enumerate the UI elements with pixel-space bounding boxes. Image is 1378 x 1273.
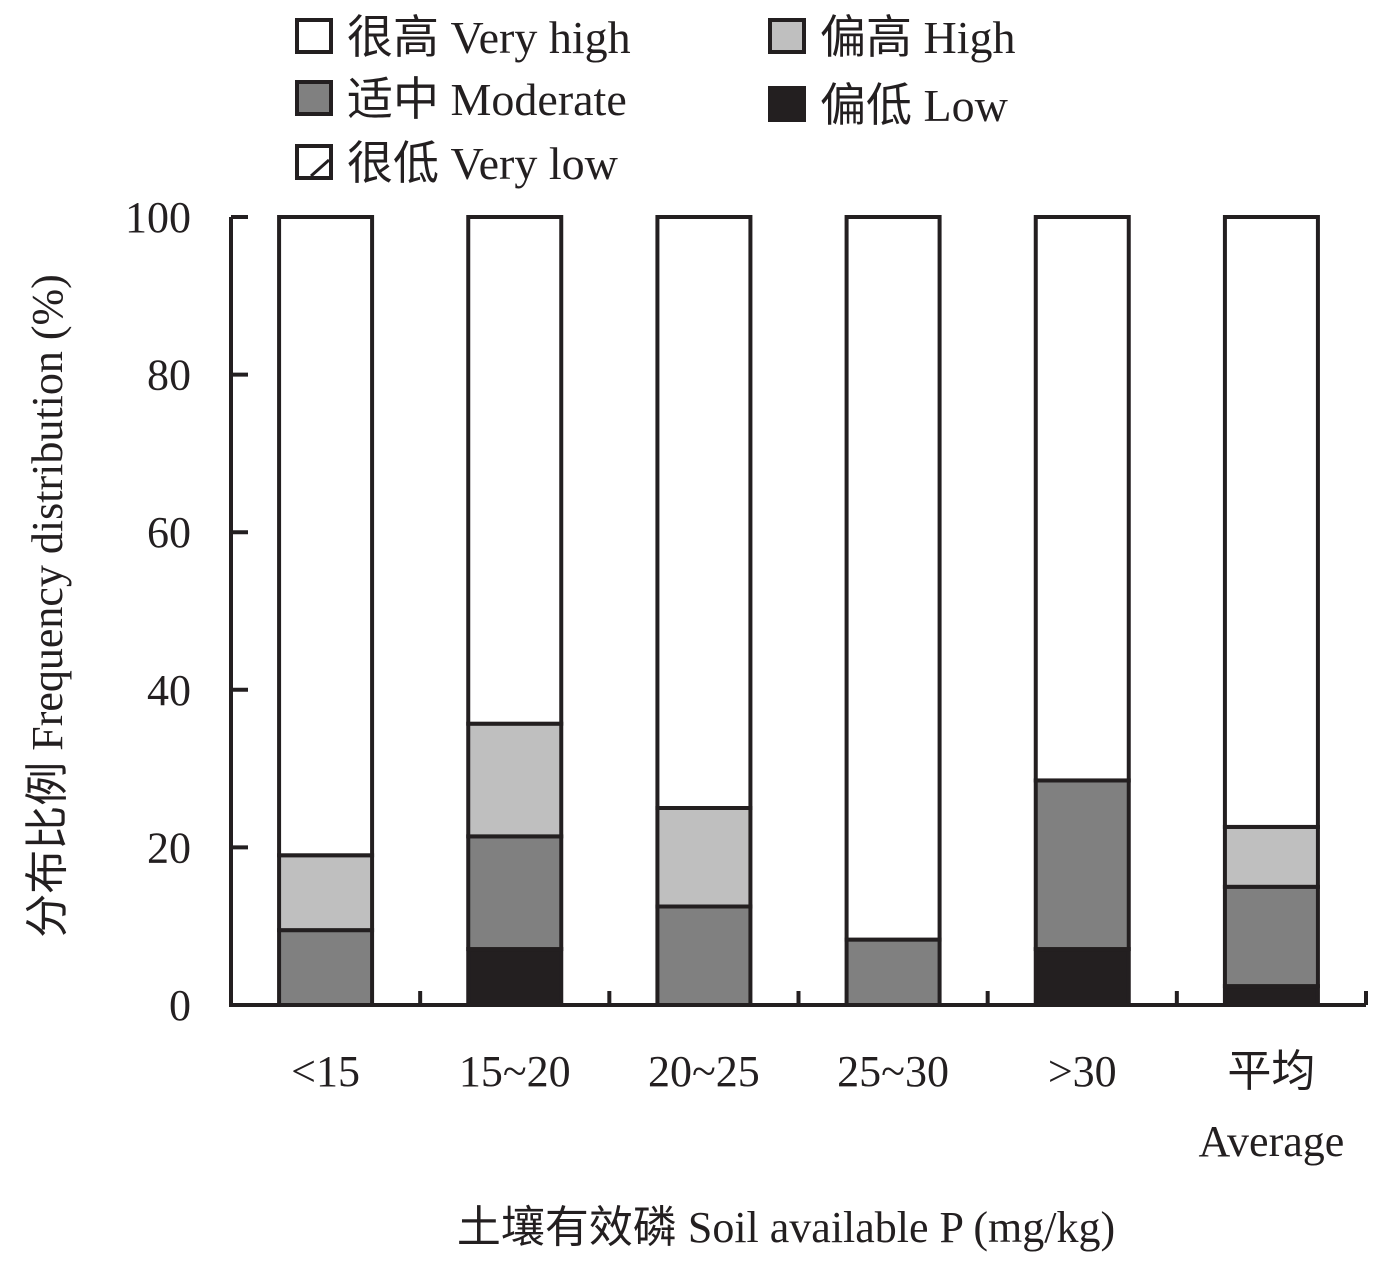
legend-item-high: 偏高 High <box>768 12 1016 63</box>
bar-group-4 <box>844 215 942 1008</box>
x-tick-label-2: 15~20 <box>459 1047 571 1096</box>
bar-group-5 <box>1033 215 1131 1007</box>
x-tick-label-1: <15 <box>291 1047 360 1096</box>
x-axis-title: 土壤有效磷 Soil available P (mg/kg) <box>457 1203 1115 1252</box>
bar-group-6 <box>1222 215 1320 1008</box>
x-tick-label-5: >30 <box>1048 1047 1117 1096</box>
x-tick-label-line-2: Average <box>1199 1117 1345 1166</box>
legend-item-low: 偏低 Low <box>768 80 1009 131</box>
legend-swatch-hatch <box>310 158 330 178</box>
bar-group-1 <box>277 215 375 1008</box>
bar-segment-very-high-4 <box>844 215 942 942</box>
bar-segment-moderate-1 <box>277 928 375 1008</box>
legend-label: 偏低 Low <box>820 80 1009 131</box>
y-tick-label-60: 60 <box>147 508 191 557</box>
axis-labels: <15 15~20 20~25 25~30 >30 平均 Average 土壤有效磷 Soil… <box>23 274 1344 1252</box>
legend-swatch <box>295 80 333 116</box>
bar-segment-very-high-1 <box>277 215 375 858</box>
legend-label: 很高 Very high <box>347 12 631 63</box>
bar-segment-low-6 <box>1222 984 1320 1008</box>
legend-item-moderate: 适中 Moderate <box>295 74 627 125</box>
bar-segment-low-5 <box>1033 947 1131 1007</box>
bar-segment-very-high-2 <box>466 215 564 726</box>
bar-segment-moderate-2 <box>466 834 564 952</box>
bar-segment-very-high-5 <box>1033 215 1131 783</box>
y-tick-label-80: 80 <box>147 351 191 400</box>
bar-segment-high-3 <box>655 806 753 909</box>
legend-label: 很低 Very low <box>347 138 619 189</box>
bar-segment-very-high-3 <box>655 215 753 810</box>
bar-segment-moderate-6 <box>1222 884 1320 989</box>
legend-label: 适中 Moderate <box>347 74 627 125</box>
bar-segment-moderate-5 <box>1033 778 1131 952</box>
y-tick-label-20: 20 <box>147 823 191 872</box>
bars <box>277 215 1320 1008</box>
x-tick-label-line-1: 平均 <box>1227 1047 1315 1096</box>
bar-segment-high-1 <box>277 853 375 933</box>
axes: 0 20 40 60 80 100 <box>125 193 1368 1030</box>
bar-segment-moderate-4 <box>844 937 942 1008</box>
bar-segment-very-high-6 <box>1222 215 1320 829</box>
x-tick-label-6: 平均 Average <box>1199 1047 1345 1166</box>
y-tick-label-100: 100 <box>125 193 191 242</box>
x-tick-label-4: 25~30 <box>837 1047 949 1096</box>
y-tick-label-40: 40 <box>147 666 191 715</box>
bar-group-3 <box>655 215 753 1007</box>
x-tick-label-3: 20~25 <box>648 1047 760 1096</box>
bar-segment-high-6 <box>1222 824 1320 889</box>
legend-swatch <box>768 18 806 54</box>
bar-segment-high-2 <box>466 721 564 839</box>
legend-swatch <box>768 86 806 122</box>
bar-group-2 <box>466 215 564 1007</box>
legend-item-very-high: 很高 Very high <box>295 12 631 63</box>
legend: 很高 Very high 偏高 High 适中 Moderate 偏低 Low 很低 V… <box>295 12 1016 189</box>
legend-item-very-low: 很低 Very low <box>295 138 619 189</box>
legend-label: 偏高 High <box>820 12 1016 63</box>
y-axis-title: 分布比例 Frequency distribution (%) <box>23 274 72 938</box>
legend-swatch <box>295 18 333 54</box>
bar-segment-low-2 <box>466 947 564 1007</box>
bar-segment-moderate-3 <box>655 904 753 1007</box>
y-tick-label-0: 0 <box>169 981 191 1030</box>
